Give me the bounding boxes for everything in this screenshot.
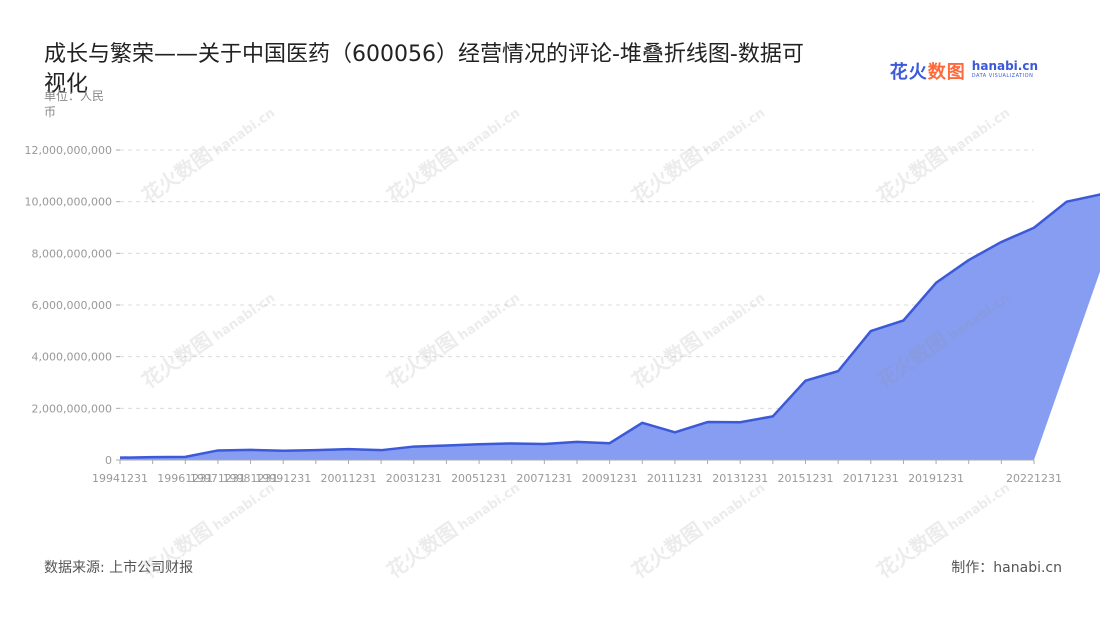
logo-cn-text: 花火数图 bbox=[890, 58, 966, 84]
series-area bbox=[120, 194, 1100, 460]
data-source: 数据来源: 上市公司财报 bbox=[44, 560, 194, 576]
x-tick-label: 20011231 bbox=[321, 472, 377, 485]
x-tick-label: 19941231 bbox=[92, 472, 148, 485]
chart-title: 成长与繁荣——关于中国医药（600056）经营情况的评论-堆叠折线图-数据可视化 bbox=[44, 42, 804, 97]
x-tick-label: 19961231 bbox=[157, 472, 213, 485]
y-tick-label: 2,000,000,000 bbox=[32, 402, 112, 415]
series-line bbox=[119, 193, 1100, 459]
x-tick-label: 20071231 bbox=[516, 472, 572, 485]
maker-credit: 制作：hanabi.cn bbox=[951, 560, 1062, 576]
logo-cn-part1: 花火 bbox=[889, 62, 928, 83]
y-tick-label: 8,000,000,000 bbox=[32, 247, 112, 260]
y-tick-label: 12,000,000,000 bbox=[25, 144, 112, 157]
x-tick-label: 20221231 bbox=[1006, 472, 1062, 485]
x-tick-label: 20151231 bbox=[778, 472, 834, 485]
x-tick-label: 20131231 bbox=[712, 472, 768, 485]
unit-label: 单位：人民币 bbox=[44, 89, 105, 119]
x-tick-label: 19971231 bbox=[190, 472, 246, 485]
x-tick-label: 20051231 bbox=[451, 472, 507, 485]
logo-cn-part2: 数图 bbox=[927, 62, 966, 83]
y-tick-label: 4,000,000,000 bbox=[32, 351, 112, 364]
x-tick-label: 19991231 bbox=[255, 472, 311, 485]
x-tick-label: 20111231 bbox=[647, 472, 703, 485]
hanabi-logo: 花火数图 hanabi.cn DATA VISUALIZATION bbox=[890, 58, 1038, 84]
x-tick-label: 19981231 bbox=[223, 472, 279, 485]
y-tick-label: 10,000,000,000 bbox=[25, 196, 112, 209]
x-tick-label: 20031231 bbox=[386, 472, 442, 485]
y-tick-label: 0 bbox=[105, 454, 112, 467]
y-tick-label: 6,000,000,000 bbox=[32, 299, 112, 312]
x-tick-label: 20171231 bbox=[843, 472, 899, 485]
logo-en-text: hanabi.cn bbox=[971, 59, 1038, 73]
x-tick-label: 20191231 bbox=[908, 472, 964, 485]
x-tick-label: 20091231 bbox=[582, 472, 638, 485]
logo-en-block: hanabi.cn DATA VISUALIZATION bbox=[971, 59, 1038, 81]
logo-sub-text: DATA VISUALIZATION bbox=[971, 73, 1034, 79]
